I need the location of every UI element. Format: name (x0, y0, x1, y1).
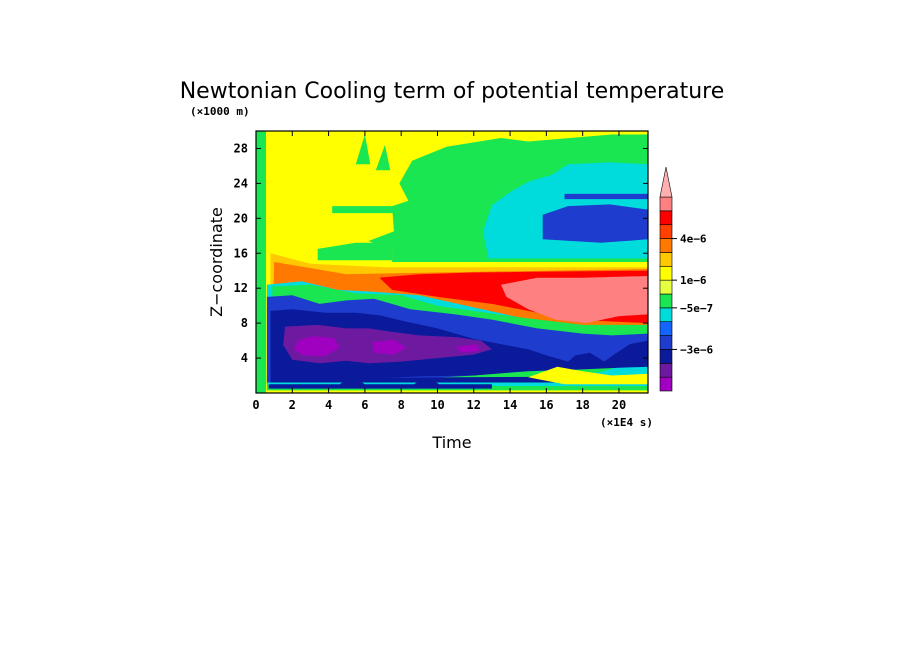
colorbar-swatch (659, 252, 673, 267)
colorbar-swatch (659, 335, 673, 350)
colorbar-swatch (659, 196, 673, 212)
contour-blue-upper (542, 204, 648, 243)
y-tick-label: 28 (234, 141, 248, 155)
contour-pink-core (501, 276, 648, 324)
x-tick-label: 16 (539, 398, 553, 412)
contour-green-spike-27 (375, 145, 391, 171)
y-tick-label: 12 (234, 281, 248, 295)
chart-title: Newtonian Cooling term of potential temp… (180, 79, 725, 104)
contour-blob-1 (414, 381, 439, 388)
contour-green-left-strip (256, 131, 266, 393)
colorbar-swatch (659, 238, 673, 253)
colorbar-label: −5e−7 (680, 302, 713, 315)
x-tick-label: 14 (503, 398, 517, 412)
contour-magenta-b (372, 339, 407, 355)
colorbar-swatch (659, 321, 673, 336)
contour-magenta-c (455, 344, 480, 353)
x-tick-label: 4 (325, 398, 332, 412)
colorbar-swatch (659, 307, 673, 323)
x-tick-label: 8 (398, 398, 405, 412)
colorbar-label: 1e−6 (680, 274, 707, 287)
contour-yellow-low-right (528, 366, 648, 385)
contour-blob-0 (340, 381, 365, 388)
colorbar-swatch (659, 210, 673, 226)
contour-darkblue-bottom (268, 384, 492, 389)
contour-magenta-a (294, 336, 340, 357)
colorbar-swatch (659, 293, 673, 309)
y-unit-label: (×1000 m) (190, 105, 250, 118)
colorbar-extend-arrow (659, 166, 673, 198)
y-tick-label: 16 (234, 246, 248, 260)
x-unit-label: (×1E4 s) (600, 416, 653, 429)
x-tick-label: 2 (289, 398, 296, 412)
y-axis-title: Z−coordinate (207, 207, 226, 317)
y-tick-label: 24 (234, 176, 248, 190)
colorbar-swatch (659, 224, 673, 239)
contour-field (256, 131, 648, 393)
colorbar-swatch (659, 376, 673, 392)
colorbar-swatch (659, 362, 673, 378)
colorbar-label: 4e−6 (680, 233, 707, 246)
y-tick-label: 4 (241, 351, 248, 365)
colorbar-label: −3e−6 (680, 343, 713, 356)
y-tick-label: 8 (241, 316, 248, 330)
x-tick-label: 6 (361, 398, 368, 412)
y-tick-label: 20 (234, 211, 248, 225)
x-axis-title: Time (431, 433, 471, 452)
y-axis: 4 8 12 16 20 24 28 (234, 141, 648, 365)
x-tick-label: 12 (467, 398, 481, 412)
colorbar-swatch (659, 265, 673, 281)
contour-green-spike-28 (355, 134, 371, 165)
colorbar-swatch (659, 279, 673, 295)
contour-green-left-band (317, 242, 393, 261)
x-axis: 0 2 4 6 8 10 12 14 16 18 20 (252, 131, 626, 412)
contour-blue-line-22 (564, 193, 648, 200)
contour-green-strip-21 (332, 206, 402, 214)
x-tick-label: 0 (252, 398, 259, 412)
plot-frame (255, 130, 649, 394)
x-tick-label: 10 (430, 398, 444, 412)
contour-blob-2 (527, 360, 552, 367)
x-tick-label: 18 (575, 398, 589, 412)
colorbar-swatch (659, 349, 673, 364)
x-tick-label: 20 (612, 398, 626, 412)
colorbar: −3e−6 −5e−7 1e−6 4e−6 (659, 166, 713, 392)
